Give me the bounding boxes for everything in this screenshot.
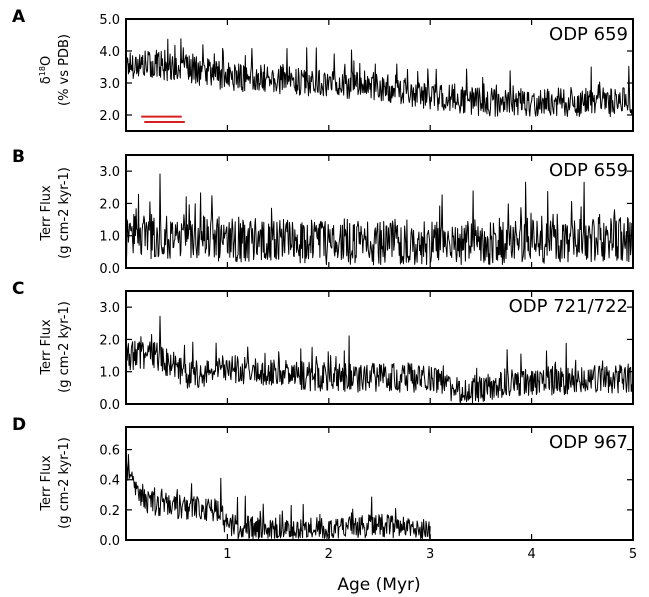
ylabel-d: Terr Flux (g cm-2 kyr-1) — [39, 437, 72, 529]
ylabel-a-delta: δ — [39, 76, 54, 84]
ylabel-c: Terr Flux (g cm-2 kyr-1) — [39, 301, 72, 393]
plot-frame-b — [125, 154, 634, 269]
ylabel-b-line2: (g cm-2 kyr-1) — [57, 167, 72, 259]
ylabel-a-line2: (% vs PDB) — [57, 34, 72, 106]
ytick-label-a-1: 3.0 — [99, 77, 120, 92]
ytick-label-c-0: 0.0 — [99, 398, 120, 413]
ylabel-d-line2: (g cm-2 kyr-1) — [57, 437, 72, 529]
site-label-b: ODP 659 — [549, 160, 628, 181]
ylabel-a: δ18O (% vs PDB) — [38, 34, 72, 106]
xtick-label-1: 2 — [325, 547, 333, 562]
series-line-a — [125, 38, 634, 117]
xtick-label-0: 1 — [223, 547, 231, 562]
site-label-d: ODP 967 — [549, 432, 628, 453]
panel-c: 0.0 1.0 2.0 3.0 — [99, 290, 634, 413]
panel-letter-c: C — [12, 279, 24, 299]
ylabel-c-line1: Terr Flux — [39, 319, 54, 376]
plot-frame-a — [125, 18, 634, 132]
ylabel-a-o: O — [39, 56, 54, 66]
svg-text:δ18O: δ18O — [38, 56, 54, 84]
plot-frame-c — [125, 290, 634, 405]
panel-a: 2.0 3.0 4.0 5.0 — [99, 13, 634, 132]
panels: 2.03.04.05.00.01.02.03.00.01.02.03.00.00… — [99, 13, 637, 562]
xtick-label-3: 4 — [527, 547, 535, 562]
panel-b: 0.0 1.0 2.0 3.0 — [99, 154, 634, 277]
ylabel-b-line1: Terr Flux — [39, 185, 54, 242]
series-line-b — [125, 173, 634, 266]
ylabel-a-sup: 18 — [38, 66, 47, 76]
ytick-label-d-2: 0.4 — [99, 474, 120, 489]
series-line-d — [125, 453, 431, 540]
ylabel-c-line2: (g cm-2 kyr-1) — [57, 301, 72, 393]
xtick-label-4: 5 — [629, 547, 637, 562]
panel-letter-a: A — [12, 7, 26, 27]
panel-letter-b: B — [12, 147, 25, 167]
ytick-label-b-3: 3.0 — [99, 165, 120, 180]
ytick-label-b-2: 2.0 — [99, 197, 120, 212]
ytick-label-a-2: 4.0 — [99, 45, 120, 60]
site-label-c: ODP 721/722 — [509, 296, 628, 317]
ytick-label-d-1: 0.2 — [99, 504, 120, 519]
xtick-label-2: 3 — [426, 547, 434, 562]
ylabel-b: Terr Flux (g cm-2 kyr-1) — [39, 167, 72, 259]
ytick-label-c-1: 1.0 — [99, 366, 120, 381]
ytick-label-c-3: 3.0 — [99, 301, 120, 316]
ytick-label-d-0: 0.0 — [99, 534, 120, 549]
ytick-label-b-0: 0.0 — [99, 262, 120, 277]
ytick-label-a-3: 5.0 — [99, 13, 120, 28]
ytick-label-c-2: 2.0 — [99, 333, 120, 348]
ytick-label-d-3: 0.6 — [99, 444, 120, 459]
site-label-a: ODP 659 — [549, 24, 628, 45]
ylabel-d-line1: Terr Flux — [39, 455, 54, 512]
panel-letter-d: D — [12, 415, 26, 435]
ytick-label-b-1: 1.0 — [99, 230, 120, 245]
plot-frame-d — [125, 426, 634, 541]
panel-d: 0.0 0.2 0.4 0.6 — [99, 426, 634, 549]
ytick-label-a-0: 2.0 — [99, 109, 120, 124]
series-line-c — [125, 315, 634, 404]
x-axis-title: Age (Myr) — [337, 575, 420, 595]
